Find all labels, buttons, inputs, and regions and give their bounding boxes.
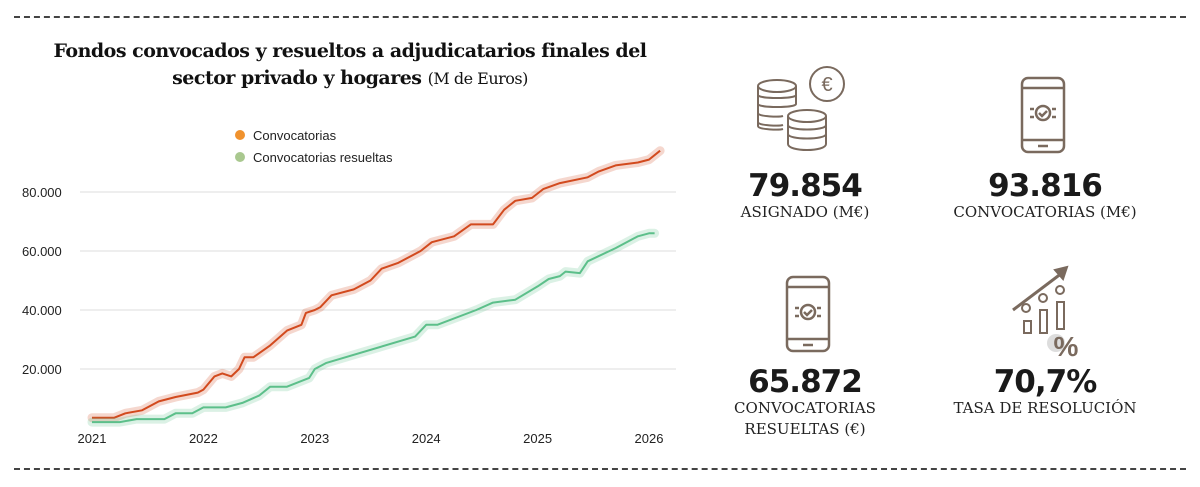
kpi-label: CONVOCATORIAS (M€) [953, 203, 1137, 221]
kpi-tasa: 70,7% TASA DE RESOLUCIÓN [925, 366, 1165, 419]
kpi-value: 79.854 [748, 168, 863, 204]
legend-label: Convocatorias resueltas [253, 150, 393, 165]
x-tick-label: 2021 [78, 431, 107, 446]
y-tick-label: 40.000 [22, 303, 62, 318]
kpi-label: TASA DE RESOLUCIÓN [953, 399, 1137, 417]
kpi-value: 93.816 [988, 168, 1103, 204]
kpi-resueltas: 65.872 CONVOCATORIAS RESUELTAS (€) [685, 366, 925, 440]
series-line-convocatorias [92, 149, 661, 419]
kpi-label: ASIGNADO (M€) [740, 203, 870, 221]
x-tick-label: 2026 [635, 431, 664, 446]
kpi-label: CONVOCATORIAS RESUELTAS (€) [734, 399, 876, 438]
bottom-divider [14, 468, 1186, 470]
y-tick-label: 20.000 [22, 362, 62, 377]
svg-text:%: % [1054, 331, 1079, 360]
legend-marker [235, 130, 245, 140]
series-halo [87, 146, 665, 423]
title-unit: (M de Euros) [427, 69, 529, 88]
legend-marker [235, 152, 245, 162]
kpi-value: 70,7% [993, 364, 1098, 400]
kpi-value: 65.872 [748, 364, 863, 400]
line-chart: 20.000 40.000 60.000 80.000 2021 2022 2023 2024… [22, 128, 676, 446]
svg-text:€: € [821, 74, 832, 96]
title-main: Fondos convocados y resueltos a adjudica… [53, 40, 647, 89]
phone-check-icon [785, 275, 831, 353]
chart-title: Fondos convocados y resueltos a adjudica… [20, 38, 680, 92]
x-tick-label: 2025 [523, 431, 552, 446]
x-tick-label: 2024 [412, 431, 441, 446]
kpi-asignado: 79.854 ASIGNADO (M€) [685, 170, 925, 223]
growth-percent-icon: % [1012, 265, 1079, 360]
phone-check-icon [1020, 76, 1066, 154]
y-tick-label: 60.000 [22, 244, 62, 259]
x-tick-label: 2023 [300, 431, 329, 446]
x-tick-label: 2022 [189, 431, 218, 446]
top-divider [14, 16, 1186, 18]
kpi-convocatorias: 93.816 CONVOCATORIAS (M€) [925, 170, 1165, 223]
y-tick-label: 80.000 [22, 185, 62, 200]
series-line-resueltas [92, 232, 655, 424]
legend-label: Convocatorias [253, 128, 337, 143]
coins-euro-icon: € [757, 66, 845, 151]
